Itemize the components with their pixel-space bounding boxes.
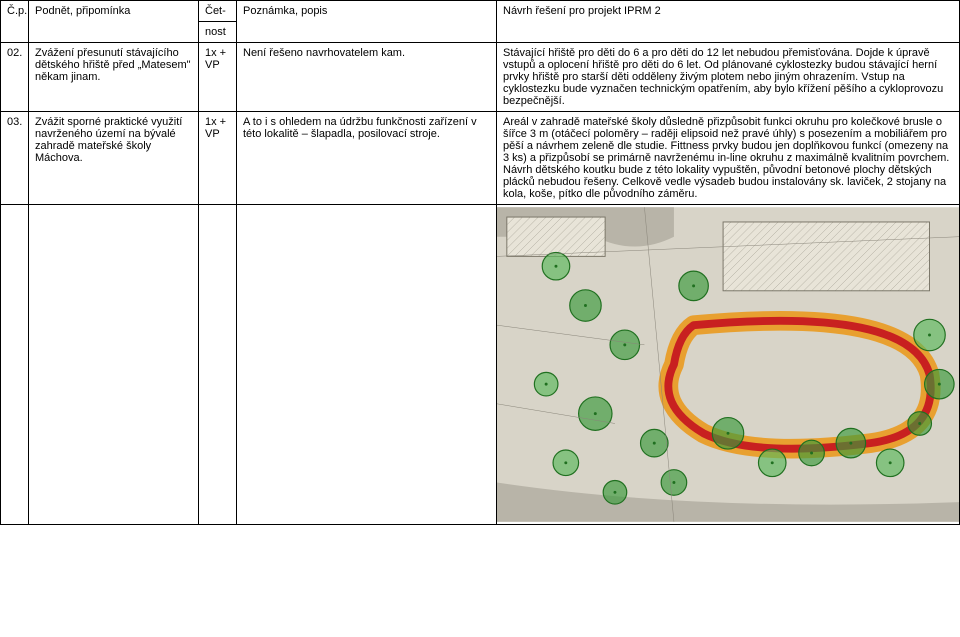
site-map: [497, 205, 959, 524]
header-podnet: Podnět, připomínka: [29, 1, 199, 43]
table-row: 02. Zvážení přesunutí stávajícího dětské…: [1, 43, 960, 112]
cell-navrh: Areál v zahradě mateřské školy důsledně …: [497, 112, 960, 205]
cell-cp: 03.: [1, 112, 29, 205]
table-row-map: [1, 205, 960, 525]
content-table: Č.p. Podnět, připomínka Čet- Poznámka, p…: [0, 0, 960, 525]
cell-cet: 1x + VP: [199, 43, 237, 112]
cell-cp: 02.: [1, 43, 29, 112]
empty-cell: [237, 205, 497, 525]
header-cet1: Čet-: [199, 1, 237, 22]
header-cet2: nost: [199, 22, 237, 43]
header-cp: Č.p.: [1, 1, 29, 43]
map-cell: [497, 205, 960, 525]
empty-cell: [1, 205, 29, 525]
cell-podnet: Zvážit sporné praktické využití navržené…: [29, 112, 199, 205]
cell-navrh: Stávající hřiště pro děti do 6 a pro dět…: [497, 43, 960, 112]
table-row: 03. Zvážit sporné praktické využití navr…: [1, 112, 960, 205]
empty-cell: [199, 205, 237, 525]
cell-podnet: Zvážení přesunutí stávajícího dětského h…: [29, 43, 199, 112]
cell-cet: 1x + VP: [199, 112, 237, 205]
cell-pozn: A to i s ohledem na údržbu funkčnosti za…: [237, 112, 497, 205]
empty-cell: [29, 205, 199, 525]
cell-pozn: Není řešeno navrhovatelem kam.: [237, 43, 497, 112]
header-pozn: Poznámka, popis: [237, 1, 497, 43]
header-row: Č.p. Podnět, připomínka Čet- Poznámka, p…: [1, 1, 960, 22]
header-navrh: Návrh řešení pro projekt IPRM 2: [497, 1, 960, 43]
